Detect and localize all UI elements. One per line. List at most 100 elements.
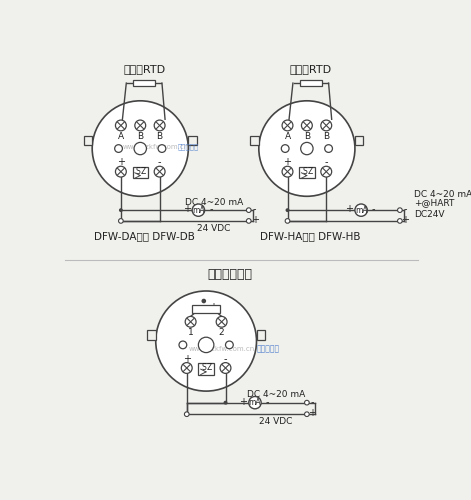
Bar <box>132 166 148 178</box>
Circle shape <box>115 166 126 177</box>
Text: A: A <box>118 132 124 140</box>
Circle shape <box>226 341 233 349</box>
Bar <box>257 330 265 340</box>
Circle shape <box>134 142 146 154</box>
Circle shape <box>179 341 187 349</box>
Circle shape <box>220 362 231 374</box>
Circle shape <box>321 120 332 131</box>
Text: 1: 1 <box>188 328 194 337</box>
Circle shape <box>156 291 257 391</box>
Text: DC24V: DC24V <box>414 210 444 220</box>
Bar <box>188 136 197 145</box>
Circle shape <box>158 144 166 152</box>
Bar <box>299 166 315 178</box>
Text: DC 4~20 mA: DC 4~20 mA <box>247 390 305 400</box>
Text: +: + <box>401 215 409 225</box>
Bar <box>355 136 364 145</box>
Text: DFW-HA、或 DFW-HB: DFW-HA、或 DFW-HB <box>260 232 361 241</box>
Text: Z: Z <box>141 167 146 176</box>
Bar <box>147 330 156 340</box>
Circle shape <box>154 166 165 177</box>
Text: -: - <box>372 204 375 214</box>
Text: +: + <box>346 204 354 214</box>
Bar <box>133 80 155 86</box>
Text: 电子开发网: 电子开发网 <box>257 344 280 353</box>
Circle shape <box>224 400 227 404</box>
Circle shape <box>119 218 123 223</box>
Circle shape <box>355 204 367 216</box>
Text: B: B <box>323 132 329 140</box>
Text: +: + <box>309 408 317 418</box>
Text: www.dzkfw.com.cn: www.dzkfw.com.cn <box>188 346 255 352</box>
Circle shape <box>135 120 146 131</box>
Text: +: + <box>284 158 292 168</box>
Text: -: - <box>266 397 269 407</box>
Text: +: + <box>117 158 125 168</box>
Circle shape <box>285 218 290 223</box>
Circle shape <box>198 337 214 352</box>
Circle shape <box>305 400 309 405</box>
Circle shape <box>185 316 196 327</box>
Text: B: B <box>137 132 143 140</box>
Circle shape <box>305 412 309 416</box>
Circle shape <box>114 144 122 152</box>
Circle shape <box>281 144 289 152</box>
Circle shape <box>300 142 313 154</box>
Bar <box>300 80 322 86</box>
Text: +: + <box>239 397 247 407</box>
Circle shape <box>246 208 251 212</box>
Circle shape <box>115 120 126 131</box>
Circle shape <box>325 144 333 152</box>
Text: Z: Z <box>207 363 212 372</box>
Text: S: S <box>202 363 206 372</box>
Text: +: + <box>251 215 259 225</box>
Text: B: B <box>156 132 162 140</box>
Text: mA: mA <box>249 398 261 407</box>
Text: -: - <box>252 204 256 214</box>
Text: -: - <box>404 204 407 214</box>
Text: -: - <box>197 302 201 312</box>
Text: +: + <box>183 354 191 364</box>
Text: -: - <box>224 354 227 364</box>
Text: S: S <box>302 167 307 176</box>
Text: mA: mA <box>192 206 205 214</box>
Text: +: + <box>183 204 191 214</box>
Bar <box>198 363 214 374</box>
Circle shape <box>398 208 402 212</box>
Text: -: - <box>325 158 328 168</box>
Text: +: + <box>209 302 217 312</box>
Bar <box>250 136 259 145</box>
Text: -: - <box>158 158 162 168</box>
Circle shape <box>192 204 204 216</box>
Circle shape <box>216 316 227 327</box>
Circle shape <box>398 218 402 223</box>
Circle shape <box>282 120 293 131</box>
Circle shape <box>249 396 261 409</box>
Text: www.dzkfw.com.cn: www.dzkfw.com.cn <box>122 144 189 150</box>
Text: mA: mA <box>355 206 367 214</box>
Text: DC 4~20 mA: DC 4~20 mA <box>185 198 243 207</box>
Circle shape <box>92 101 188 196</box>
Text: B: B <box>304 132 310 140</box>
Circle shape <box>259 101 355 196</box>
Text: 热电阻RTD: 热电阻RTD <box>290 64 332 74</box>
Circle shape <box>154 120 165 131</box>
Text: 24 VDC: 24 VDC <box>259 416 292 426</box>
Text: -: - <box>310 397 314 407</box>
Circle shape <box>285 208 290 212</box>
Text: DFW-DA、或 DFW-DB: DFW-DA、或 DFW-DB <box>94 232 195 241</box>
Text: 24 VDC: 24 VDC <box>197 224 231 233</box>
Circle shape <box>301 120 312 131</box>
Circle shape <box>282 166 293 177</box>
Text: -: - <box>209 204 212 214</box>
Text: Z: Z <box>308 167 313 176</box>
Circle shape <box>185 412 189 416</box>
Circle shape <box>321 166 332 177</box>
Bar <box>192 305 220 312</box>
Text: S: S <box>136 167 140 176</box>
Text: A: A <box>284 132 291 140</box>
Circle shape <box>181 362 192 374</box>
Text: 2: 2 <box>219 328 225 337</box>
Circle shape <box>246 218 251 223</box>
Text: +@HART: +@HART <box>414 198 454 207</box>
